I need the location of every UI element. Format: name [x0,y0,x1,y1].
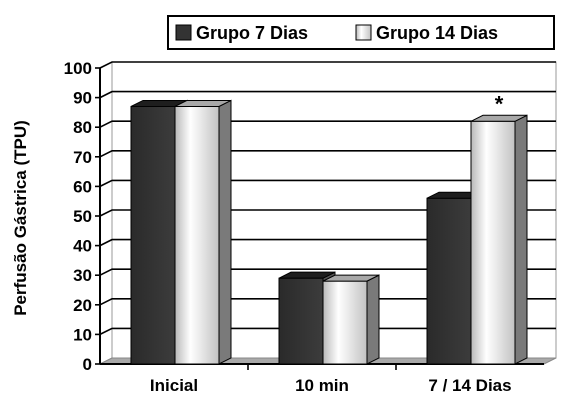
y-tick-label: 60 [73,177,92,196]
bar-grupo-14-dias [470,120,516,365]
gridline [99,209,556,217]
bar-grupo-7-dias [426,197,472,365]
y-axis-title: Perfusão Gástrica (TPU) [11,120,30,316]
gridline [99,61,556,69]
significance-marker: * [495,91,504,116]
bar-grupo-7-dias [130,105,176,365]
bar-top-grupo-14-dias [322,274,380,282]
plot-area: 0 10 20 30 40 50 60 70 80 90 100 Inicial 10 min 7 / 1… [64,59,557,395]
gridline [99,90,556,99]
legend-label-grupo-14-dias: Grupo 14 Dias [376,23,498,43]
y-tick-label: 70 [73,148,92,167]
y-tick-label: 40 [73,237,92,256]
gridline [99,179,556,188]
y-tick-label: 30 [73,266,92,285]
gridline [99,297,556,306]
y-tick-label: 20 [73,296,92,315]
bar-top-grupo-7-dias [278,271,336,279]
gridline [99,120,556,128]
x-tick-label: Inicial [150,376,198,395]
x-tick-label: 7 / 14 Dias [428,376,511,395]
legend: Grupo 7 Dias Grupo 14 Dias [167,15,555,50]
legend-label-grupo-7-dias: Grupo 7 Dias [196,23,308,43]
y-tick-label: 80 [73,118,92,137]
bar-grupo-7-dias [278,277,324,365]
y-tick-label: 50 [73,207,92,226]
bar-side-grupo-14-dias [218,99,232,365]
gridline [99,327,556,336]
x-tick-label: 10 min [295,376,349,395]
y-tick-label: 10 [73,325,92,344]
gridline [99,268,556,276]
gridline [99,238,556,247]
bar-top-grupo-14-dias [174,99,232,107]
legend-swatch-grupo-14-dias [355,24,372,41]
gridline [99,150,556,158]
legend-swatch-grupo-7-dias [175,24,192,41]
bar-side-grupo-14-dias [514,114,528,365]
y-tick-label: 90 [73,89,92,108]
y-tick-label: 0 [83,355,92,374]
bar-top-grupo-14-dias [470,114,528,122]
bar-side-grupo-14-dias [366,274,380,365]
bar-grupo-14-dias [174,105,220,365]
bar-grupo-14-dias [322,280,368,365]
y-tick-label: 100 [64,59,92,78]
